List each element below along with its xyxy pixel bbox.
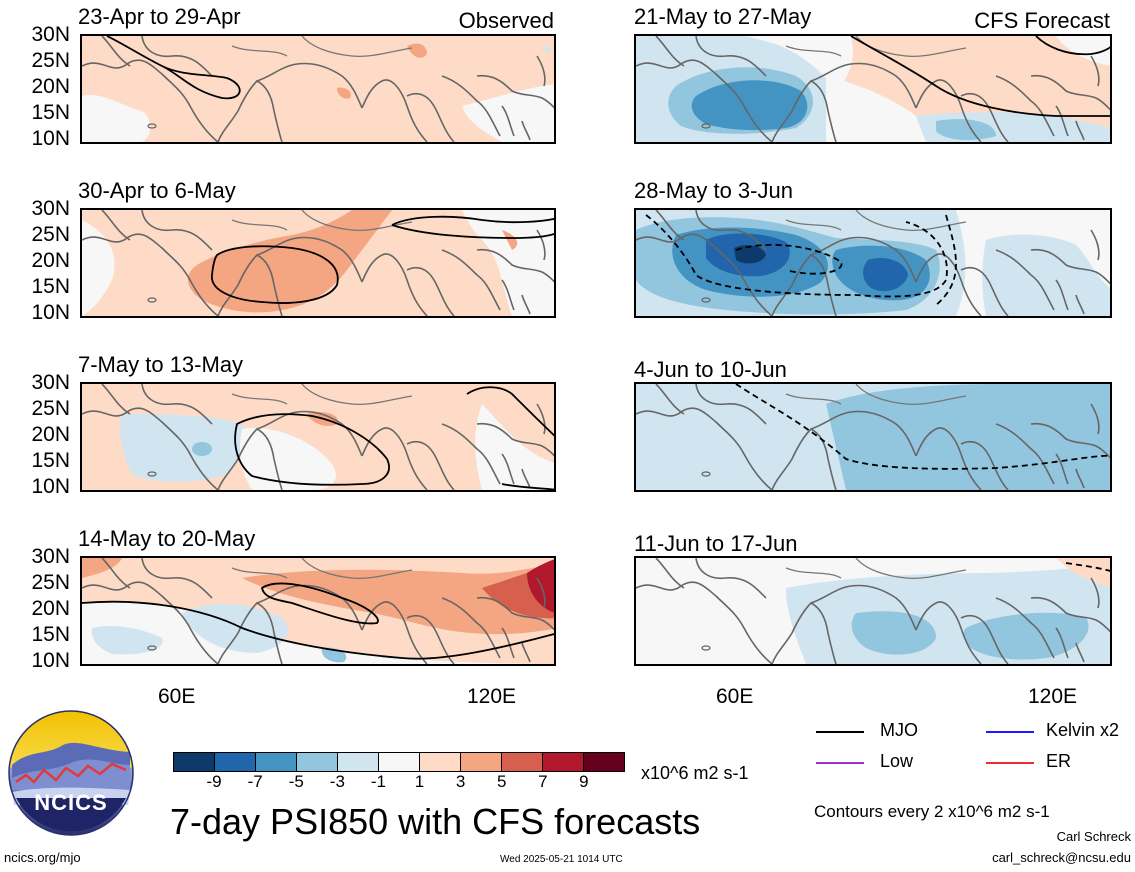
ncics-logo: NCICS [8,710,134,836]
lat-label-15n: 15N [31,275,70,298]
map-panel-may14 [80,556,556,666]
mjo-line-swatch [816,731,864,733]
lat-label-15n: 15N [31,101,70,124]
lon-label-60e-left: 60E [158,685,196,708]
lon-label-60e-right: 60E [716,685,754,708]
colorbar-swatch [542,753,583,771]
map-panel-jun11 [634,556,1112,666]
lat-label-15n: 15N [31,623,70,646]
lat-label-30n: 30N [31,371,70,394]
kelvin-line-swatch [986,731,1034,733]
colorbar-tick-label: 1 [414,772,425,791]
lat-label-10n: 10N [31,475,70,498]
lat-label-30n: 30N [31,197,70,220]
colorbar-tick-label: -7 [247,772,263,791]
lat-label-25n: 25N [31,571,70,594]
lon-label-120e-left: 120E [467,685,517,708]
lat-label-30n: 30N [31,23,70,46]
lat-label-10n: 10N [31,127,70,150]
colorbar-tick-label: 7 [538,772,548,791]
map-panel-apr23 [80,34,556,144]
author-name: Carl Schreck [1056,829,1131,844]
lat-label-20n: 20N [31,249,70,272]
logo-text: NCICS [34,790,108,815]
author-email[interactable]: carl_schreck@ncsu.edu [992,850,1131,865]
lat-label-10n: 10N [31,301,70,324]
legend-er-label: ER [1046,751,1072,771]
lat-axis-4: 30N 25N 20N 15N 10N [12,546,70,671]
observed-label: Observed [458,8,554,33]
map-panel-jun4 [634,382,1112,492]
source-url[interactable]: ncics.org/mjo [4,850,81,865]
lat-label-15n: 15N [31,449,70,472]
colorbar-swatch [214,753,255,771]
map-panel-apr30 [80,208,556,318]
colorbar-labels: -9 -7 -5 -3 -1 1 3 5 7 9 [173,773,625,793]
colorbar-units: x10^6 m2 s-1 [641,763,749,783]
lon-label-120e-right: 120E [1028,685,1078,708]
colorbar-swatch [583,753,624,771]
colorbar [173,752,625,772]
legend-mjo-label: MJO [880,720,918,740]
lat-axis-1: 30N 25N 20N 15N 10N [12,24,70,149]
main-title: 7-day PSI850 with CFS forecasts [170,801,701,842]
panel-title-jun11: 11-Jun to 17-Jun [634,531,798,556]
map-panel-may28 [634,208,1112,318]
legend-low-label: Low [880,751,914,771]
lat-label-10n: 10N [31,649,70,672]
low-line-swatch [816,762,864,764]
lat-label-30n: 30N [31,545,70,568]
panel-title-jun4: 4-Jun to 10-Jun [634,357,787,382]
colorbar-tick-label: -3 [329,772,345,791]
legend-kelvin-label: Kelvin x2 [1046,720,1120,740]
lat-axis-2: 30N 25N 20N 15N 10N [12,198,70,323]
timestamp: Wed 2025-05-21 1014 UTC [500,854,623,865]
panel-title-may7: 7-May to 13-May [78,352,244,377]
panel-title-apr30: 30-Apr to 6-May [78,178,236,203]
lat-label-25n: 25N [31,49,70,72]
colorbar-swatch [296,753,337,771]
lat-label-20n: 20N [31,423,70,446]
lat-axis-3: 30N 25N 20N 15N 10N [12,372,70,497]
panel-title-may28: 28-May to 3-Jun [634,178,793,203]
cfs-forecast-label: CFS Forecast [974,8,1110,33]
colorbar-swatch [255,753,296,771]
colorbar-tick-label: -1 [370,772,387,791]
lat-label-20n: 20N [31,75,70,98]
panel-title-may14: 14-May to 20-May [78,526,256,551]
contour-note: Contours every 2 x10^6 m2 s-1 [814,802,1050,821]
colorbar-swatch [337,753,378,771]
panel-title-may21: 21-May to 27-May [634,4,812,29]
panel-title-apr23: 23-Apr to 29-Apr [78,4,241,29]
colorbar-tick-label: -9 [206,772,222,791]
map-panel-may7 [80,382,556,492]
colorbar-swatch [460,753,501,771]
colorbar-swatch [501,753,542,771]
colorbar-tick-label: 9 [579,772,589,791]
colorbar-tick-label: 5 [496,772,507,791]
colorbar-swatch [378,753,419,771]
colorbar-tick-label: 3 [455,772,466,791]
colorbar-swatch [174,753,214,771]
colorbar-swatch [419,753,460,771]
lat-label-25n: 25N [31,397,70,420]
lat-label-20n: 20N [31,597,70,620]
er-line-swatch [986,762,1034,764]
map-panel-may21 [634,34,1112,144]
colorbar-tick-label: -5 [288,772,304,791]
lat-label-25n: 25N [31,223,70,246]
